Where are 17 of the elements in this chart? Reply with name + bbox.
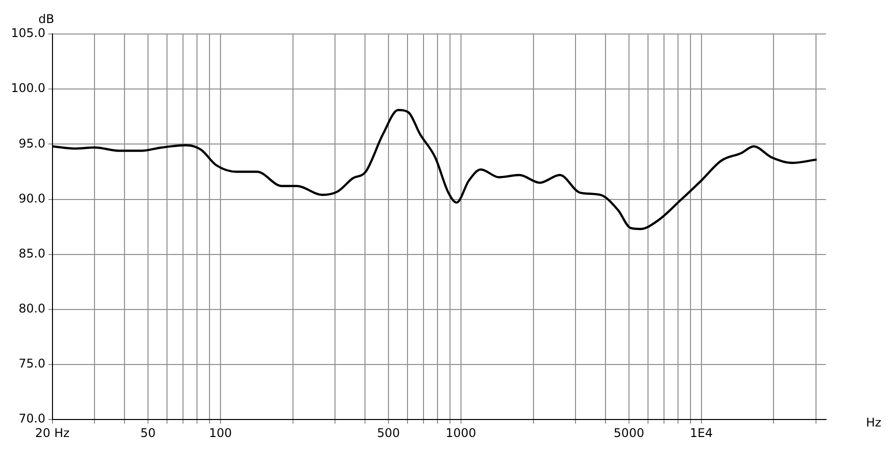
y-tick-label: 100.0 <box>10 81 46 96</box>
y-tick-label: 95.0 <box>18 136 46 150</box>
x-axis-title: Hz <box>866 416 882 430</box>
y-axis-title: dB <box>38 12 54 26</box>
x-tick-label: 100 <box>208 426 232 440</box>
y-tick-label: 70.0 <box>18 412 46 426</box>
x-tick-label: 50 <box>140 426 156 440</box>
y-tick-label: 90.0 <box>18 191 46 206</box>
y-tick-label: 80.0 <box>18 302 46 316</box>
x-tick-label: 20 Hz <box>35 426 70 440</box>
y-tick-label: 85.0 <box>18 246 46 260</box>
x-tick-label: 1000 <box>446 426 476 440</box>
y-tick-label: 105.0 <box>10 26 46 40</box>
x-tick-label: 5000 <box>614 426 644 440</box>
x-tick-label: 1E4 <box>690 426 713 440</box>
x-tick-label: 500 <box>377 426 400 440</box>
y-tick-label: 75.0 <box>18 356 46 371</box>
